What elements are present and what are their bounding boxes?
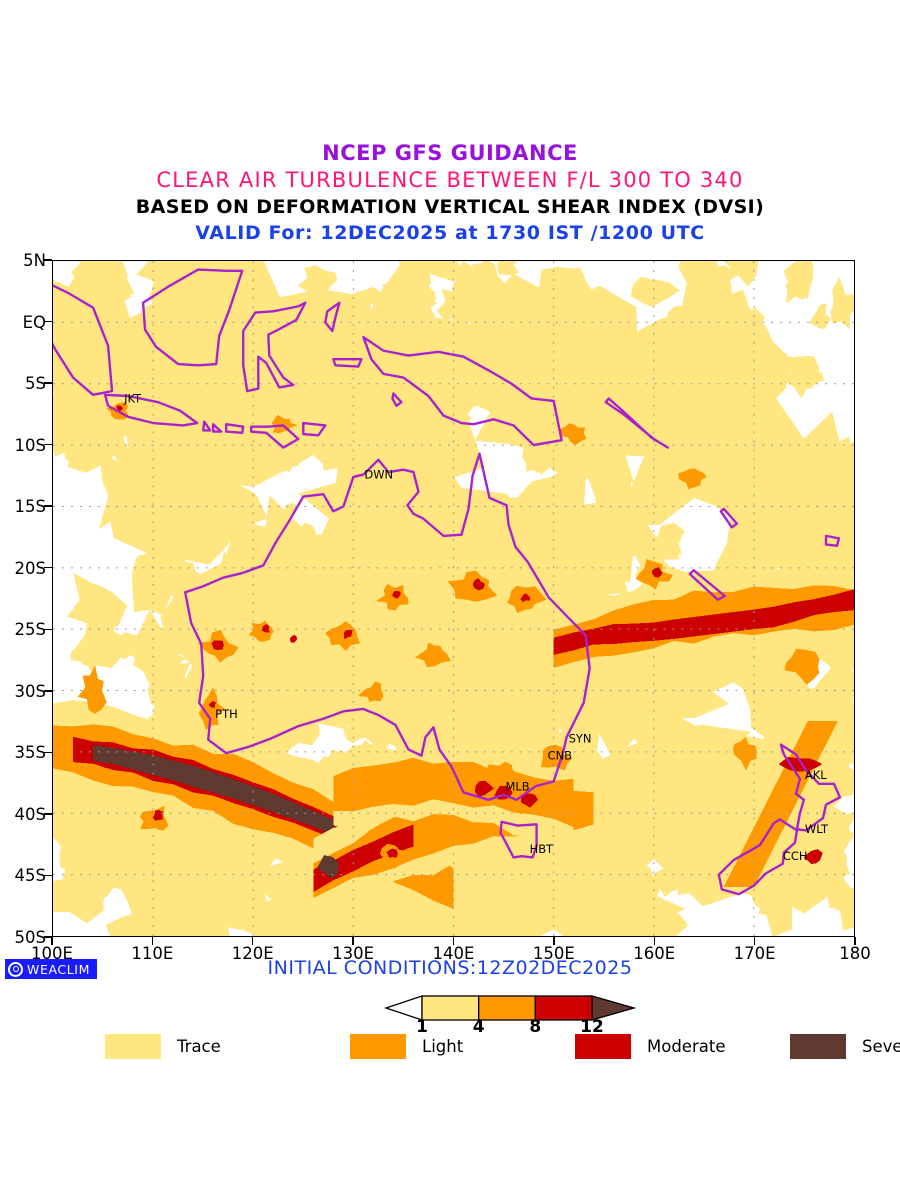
title-line-product: CLEAR AIR TURBULENCE BETWEEN F/L 300 TO … [156,168,744,192]
y-tick-30S: 30S [14,681,46,701]
legend-item-trace: Trace [105,1034,221,1059]
map-plot-area[interactable]: JKT DWN PTH SYN CNB MLB HBT AKL WLT CCH [52,260,855,937]
y-tick-mark [44,813,52,815]
city-label-hbt: HBT [530,842,554,856]
chart-title-block: NCEP GFS GUIDANCE CLEAR AIR TURBULENCE B… [0,140,900,246]
legend-swatch-trace [105,1034,161,1059]
y-tick-35S: 35S [14,743,46,763]
legend-label-trace: Trace [177,1037,221,1056]
city-label-wlt: WLT [805,822,829,836]
city-label-pth: PTH [215,707,238,721]
y-tick-5S: 5S [25,374,46,394]
x-tick-mark [653,937,655,945]
x-tick-140E: 140E [432,944,475,963]
colorbar-tick-4: 4 [472,1017,485,1037]
legend-item-severe: Severe [790,1034,900,1059]
legend-label-light: Light [422,1037,464,1056]
legend-swatch-light [350,1034,406,1059]
city-label-jkt: JKT [123,391,142,405]
colorbar-tick-1: 1 [416,1017,428,1037]
x-tick-120E: 120E [231,944,274,963]
x-tick-130E: 130E [332,944,375,963]
city-label-akl: AKL [805,768,827,782]
y-tick-mark [44,567,52,569]
y-tick-mark [44,320,52,323]
y-tick-mark [44,505,52,507]
x-tick-mark [854,937,856,945]
city-label-syn: SYN [569,731,592,745]
x-tick-mark [151,937,154,945]
legend-item-light: Light [350,1034,463,1059]
colorbar-tick-8: 8 [529,1017,542,1037]
legend-label-moderate: Moderate [647,1037,726,1056]
legend-item-moderate: Moderate [575,1034,725,1059]
colorbar-graphic [383,995,637,1021]
weaclim-watermark: WEACLIM [5,959,97,979]
x-tick-150E: 150E [532,944,575,963]
legend-label-severe: Severe [862,1037,900,1056]
x-tick-mark [553,937,555,945]
x-tick-160E: 160E [633,944,676,963]
y-tick-20S: 20S [14,558,46,578]
legend-swatch-severe [790,1034,846,1059]
colorbar: 1 4 8 12 [362,995,652,1037]
x-tick-mark [753,937,756,945]
city-label-cnb: CNB [548,749,573,763]
x-tick-mark [452,937,455,945]
legend-swatch-moderate [575,1034,631,1059]
x-tick-mark [252,937,254,945]
y-tick-mark [44,751,52,754]
y-tick-25S: 25S [14,620,46,640]
y-tick-mark [44,690,52,692]
colorbar-tick-12: 12 [580,1017,604,1037]
city-label-mlb: MLB [506,779,530,793]
y-tick-40S: 40S [14,804,46,824]
copyright-circle-icon [8,961,23,977]
x-tick-100E: 100E [31,944,73,963]
title-line-agency: NCEP GFS GUIDANCE [322,141,578,165]
y-tick-mark [44,936,52,938]
y-tick-mark [44,628,52,630]
y-tick-EQ: EQ [22,312,46,332]
y-tick-10S: 10S [14,435,46,455]
x-tick-170E: 170E [733,944,776,963]
x-tick-mark [51,937,53,945]
x-tick-110E: 110E [131,944,174,963]
title-line-validity: VALID For: 12DEC2025 at 1730 IST /1200 U… [195,222,705,244]
y-tick-mark [44,874,52,877]
title-line-method: BASED ON DEFORMATION VERTICAL SHEAR INDE… [135,196,765,218]
y-tick-mark [44,443,52,446]
city-label-dwn: DWN [364,468,393,482]
y-tick-45S: 45S [14,866,46,886]
y-tick-mark [44,382,52,384]
legend-row: Trace Light Moderate Severe [0,1034,900,1064]
cat-forecast-map: JKT DWN PTH SYN CNB MLB HBT AKL WLT CCH [53,261,854,936]
y-tick-50S: 50S [14,928,46,947]
initial-conditions-text: INITIAL CONDITIONS:12Z02DEC2025 [267,957,633,979]
y-tick-mark [44,259,52,261]
x-tick-mark [352,937,354,945]
y-tick-5N: 5N [23,251,46,270]
weaclim-label: WEACLIM [27,961,90,977]
city-label-cch: CCH [783,849,808,863]
x-tick-180: 180 [839,944,871,963]
y-tick-15S: 15S [14,497,46,517]
